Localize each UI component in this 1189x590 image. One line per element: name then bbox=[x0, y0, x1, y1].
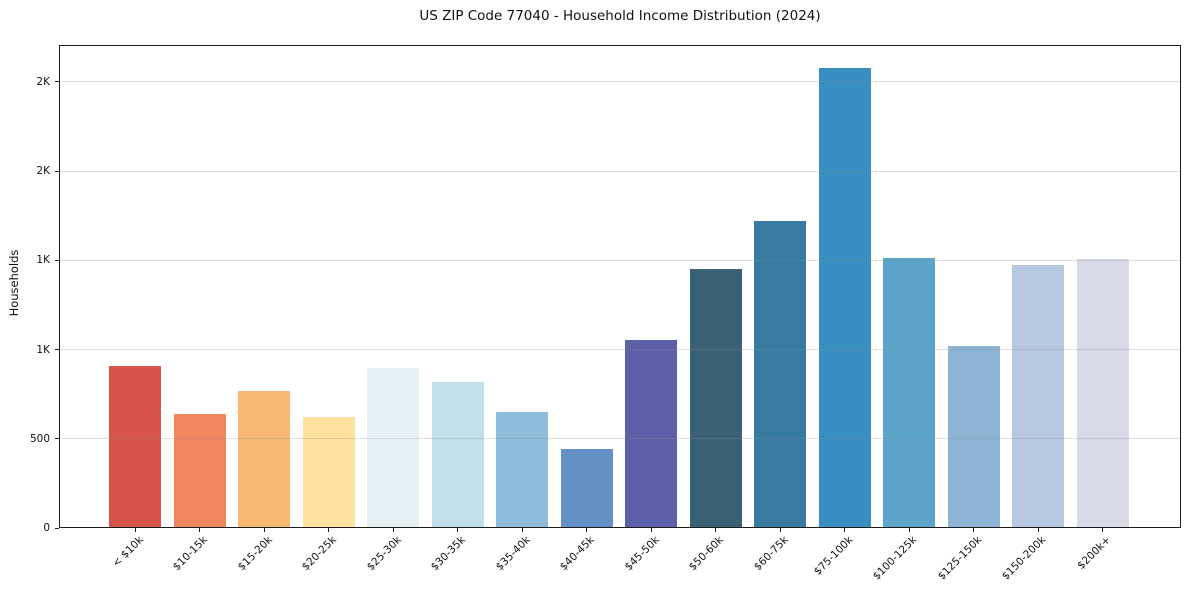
x-tick-mark bbox=[715, 528, 716, 532]
y-tick-mark bbox=[55, 170, 59, 172]
y-tick-mark bbox=[55, 349, 59, 350]
x-tick-label-text: $150-200k bbox=[999, 534, 1049, 583]
x-tick-mark bbox=[457, 528, 458, 532]
bar bbox=[109, 365, 161, 528]
x-tick-label-text: $35-40k bbox=[493, 534, 533, 574]
y-tick-label: 2K bbox=[36, 75, 50, 88]
bar bbox=[625, 339, 677, 528]
y-tick-mark bbox=[55, 259, 59, 261]
y-tick-mark bbox=[55, 527, 59, 529]
bar bbox=[689, 269, 742, 528]
x-tick-label-text: $100-125k bbox=[870, 534, 920, 583]
bar bbox=[238, 391, 290, 528]
x-tick-label-text: $25-30k bbox=[364, 534, 404, 574]
chart-title: US ZIP Code 77040 - Household Income Dis… bbox=[419, 8, 821, 24]
plot-area bbox=[59, 45, 1181, 528]
x-tick-mark bbox=[973, 528, 974, 532]
bar bbox=[883, 257, 935, 528]
x-tick-label-text: $40-45k bbox=[557, 534, 597, 574]
bar bbox=[560, 448, 613, 528]
gridline bbox=[59, 81, 1181, 83]
y-tick-label: 0 bbox=[43, 522, 50, 534]
y-tick-mark bbox=[55, 438, 59, 440]
x-tick-mark bbox=[134, 528, 136, 532]
x-tick-mark bbox=[263, 528, 265, 532]
x-tick-mark bbox=[199, 528, 200, 532]
bar bbox=[1076, 259, 1129, 528]
x-tick-label-text: $15-20k bbox=[235, 534, 275, 574]
x-tick-label-text: $75-100k bbox=[811, 534, 855, 578]
x-tick-mark bbox=[586, 528, 587, 532]
x-tick-mark bbox=[908, 528, 910, 532]
bar bbox=[947, 345, 1000, 528]
x-tick-label-text: < $10k bbox=[109, 534, 146, 570]
x-tick-mark bbox=[650, 528, 652, 532]
y-tick-label: 1K bbox=[36, 254, 50, 267]
x-tick-mark bbox=[328, 528, 329, 532]
x-tick-mark bbox=[521, 528, 523, 532]
x-tick-mark bbox=[392, 528, 394, 532]
x-tick-mark bbox=[844, 528, 845, 532]
bar bbox=[367, 368, 419, 528]
x-tick-mark bbox=[1102, 528, 1103, 532]
x-tick-label-text: $30-35k bbox=[428, 534, 468, 574]
x-tick-label-text: $20-25k bbox=[299, 534, 339, 574]
x-tick-label-text: $125-150k bbox=[935, 534, 984, 583]
bar bbox=[496, 411, 548, 528]
gridline bbox=[59, 170, 1181, 172]
y-tick-label: 1K bbox=[36, 343, 50, 356]
bar bbox=[431, 381, 484, 528]
x-tick-label-text: $60-75k bbox=[751, 534, 791, 574]
x-tick-mark bbox=[1037, 528, 1039, 532]
gridline bbox=[59, 259, 1181, 261]
bar bbox=[173, 413, 226, 528]
y-tick-label: 2K bbox=[36, 165, 50, 177]
gridline bbox=[59, 349, 1181, 350]
y-tick-mark bbox=[55, 81, 59, 83]
bar bbox=[818, 67, 871, 528]
bar bbox=[302, 417, 355, 528]
x-tick-label-text: $10-15k bbox=[170, 534, 210, 574]
x-tick-label-text: $200k+ bbox=[1075, 534, 1113, 572]
bar bbox=[754, 221, 806, 528]
x-tick-label-text: $45-50k bbox=[622, 534, 662, 574]
bar bbox=[1012, 264, 1064, 528]
y-tick-label: 500 bbox=[29, 432, 50, 445]
x-tick-mark bbox=[779, 528, 781, 532]
x-tick-label-text: $50-60k bbox=[686, 534, 726, 574]
gridline bbox=[59, 438, 1181, 440]
